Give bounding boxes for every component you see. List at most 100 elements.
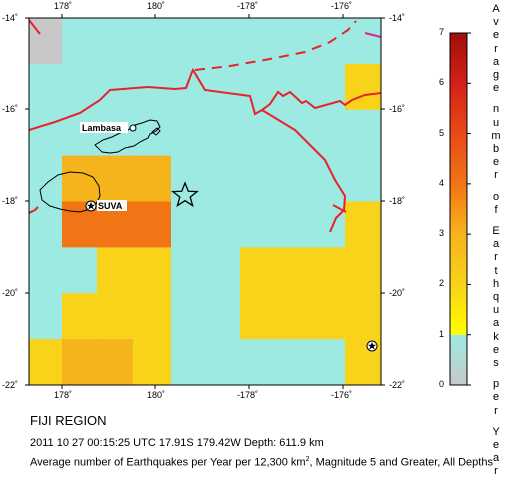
y-tick-label-left: -18˚: [2, 196, 19, 206]
suva-label-bg: [97, 200, 127, 211]
rate-cell: [171, 109, 206, 157]
y-tick-label-left: -20˚: [2, 288, 19, 298]
rate-cell: [275, 18, 346, 65]
rate-cell: [240, 18, 276, 65]
description-suffix: , Magnitude 5 and Greater, All Depths: [309, 456, 493, 469]
rate-cell: [62, 63, 98, 111]
y-tick-label-left: -16˚: [2, 104, 19, 114]
rate-cell: [97, 63, 134, 111]
legend-title-char: t: [494, 264, 498, 277]
legend-title-char: r: [494, 251, 498, 264]
legend-title-char: n: [492, 103, 500, 116]
legend-title-char: a: [492, 317, 500, 330]
legend-segment-low: [450, 334, 467, 385]
legend-segment-high: [450, 33, 467, 335]
rate-cell: [171, 293, 206, 340]
x-tick-label-top: 180˚: [147, 1, 166, 11]
rate-cell: [97, 339, 134, 385]
y-tick-label-left: -14˚: [2, 13, 19, 23]
rate-cell: [345, 18, 381, 65]
top-left-boundary-segment: [29, 19, 41, 35]
legend-title-char: f: [494, 203, 498, 216]
legend-title-char: a: [492, 238, 500, 251]
rate-cell: [62, 155, 98, 202]
legend-title-char: m: [491, 129, 501, 142]
taveuni-coastline: [151, 127, 161, 136]
rate-cell: [345, 109, 381, 157]
rate-cell: [345, 201, 381, 248]
region-title: FIJI REGION: [30, 413, 107, 428]
rate-cell: [171, 339, 206, 385]
rate-cell: [205, 18, 241, 65]
legend-title-char: e: [492, 156, 500, 169]
legend-colorbar: [450, 33, 467, 385]
rate-cell: [240, 109, 276, 157]
rate-cell: [171, 201, 206, 248]
legend-tick-label: 7: [439, 27, 445, 37]
x-tick-label-bottom: 178˚: [54, 390, 73, 400]
lambasa-label-bg: [80, 122, 128, 133]
rate-cell: [171, 63, 206, 111]
legend-title-char: a: [492, 452, 500, 465]
x-tick-label-top: -178˚: [237, 1, 259, 11]
legend-ticks: [467, 32, 471, 386]
plate-boundary-line: [29, 67, 381, 131]
x-tick-label-bottom: -176˚: [331, 390, 353, 400]
legend-title-char: s: [493, 357, 499, 369]
legend-title-char: Y: [492, 425, 500, 438]
rate-cell: [205, 109, 241, 157]
spreading-ridge-segment: [364, 32, 381, 38]
legend-tick-label: 4: [439, 177, 445, 188]
rate-cell: [205, 155, 241, 202]
legend-title-char: k: [493, 330, 499, 343]
rate-cell: [171, 155, 206, 202]
plate-boundary-lower: [29, 206, 39, 214]
x-tick-label-bottom: -178˚: [237, 390, 259, 400]
rate-cell: [240, 201, 276, 248]
rate-cell: [29, 247, 63, 294]
rate-grid: [29, 18, 381, 385]
legend-title-char: e: [492, 343, 500, 356]
suva-label: SUVA: [98, 201, 123, 211]
legend-title-char: a: [492, 55, 500, 68]
rate-cell: [29, 293, 63, 340]
fracture-zone-line: [261, 109, 347, 233]
rate-cell: [62, 18, 98, 65]
rate-cell: [133, 247, 172, 294]
y-tick-label-right: -14˚: [389, 13, 406, 23]
legend-title-char: q: [492, 291, 500, 303]
map-description: Average number of Earthquakes per Year p…: [30, 456, 493, 469]
rate-cell: [275, 201, 346, 248]
rate-cell: [205, 201, 241, 248]
lambasa-marker: [129, 124, 137, 132]
legend-tick-label: 1: [439, 328, 445, 339]
y-tick-label-left: -22˚: [2, 380, 19, 390]
rate-cell: [133, 293, 172, 340]
description-prefix: Average number of Earthquakes per Year p…: [30, 456, 306, 469]
dashed-boundary: [194, 20, 357, 71]
rate-cell: [29, 63, 63, 111]
rate-cell: [133, 339, 172, 385]
rate-cell: [205, 247, 241, 294]
rate-cell: [29, 109, 63, 157]
x-tick-label-top: -176˚: [331, 1, 353, 11]
rate-cell: [205, 63, 241, 111]
star-in-circle-icon: [85, 200, 97, 212]
rate-cell: [240, 293, 276, 340]
legend-tick-label: 3: [439, 228, 445, 239]
rate-cell: [205, 293, 241, 340]
rate-cell: [275, 109, 346, 157]
rate-cell: [133, 155, 172, 202]
y-tick-label-right: -16˚: [389, 104, 406, 114]
legend-title-char: e: [492, 439, 500, 451]
star-in-circle-icon: [366, 340, 378, 352]
legend-title-char: e: [492, 391, 500, 404]
rate-cell: [171, 18, 206, 65]
y-tick-label-right: -20˚: [389, 288, 406, 298]
rate-cell: [62, 247, 98, 294]
rate-cell: [29, 339, 63, 385]
rate-cell: [275, 293, 346, 340]
legend-title-char: E: [492, 225, 500, 237]
legend-tick-label: 0: [439, 379, 445, 389]
